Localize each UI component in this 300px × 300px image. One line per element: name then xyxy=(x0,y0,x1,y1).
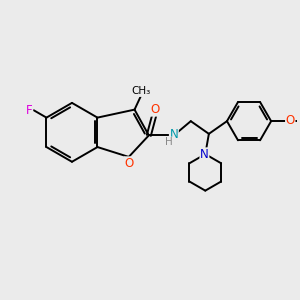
Text: N: N xyxy=(200,148,209,161)
Text: O: O xyxy=(286,114,295,128)
Text: O: O xyxy=(150,103,160,116)
Text: O: O xyxy=(124,157,134,170)
Text: N: N xyxy=(169,128,178,141)
Text: CH₃: CH₃ xyxy=(132,86,151,96)
Text: H: H xyxy=(165,137,172,147)
Text: F: F xyxy=(26,104,33,117)
